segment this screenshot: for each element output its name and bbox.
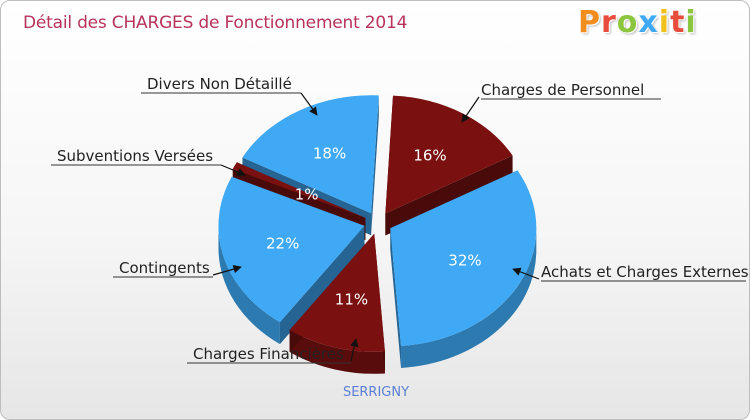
slice-category-label: Subventions Versées: [57, 147, 213, 165]
label-leader-arrow: [220, 164, 246, 176]
slice-category-label: Contingents: [119, 259, 210, 277]
logo-letter: r: [601, 5, 617, 40]
slice-category-label: Charges de Personnel: [481, 81, 644, 99]
pie-slice: [390, 170, 537, 368]
commune-name: SERRIGNY: [342, 385, 410, 400]
slice-top: [390, 170, 537, 346]
slice-percent-label: 18%: [313, 145, 346, 163]
slice-percent-label: 1%: [295, 185, 319, 203]
slice-top: [385, 95, 513, 214]
slice-side: [371, 95, 379, 236]
slice-top: [289, 233, 385, 352]
slice-side: [390, 228, 402, 368]
logo-letter: i: [685, 5, 697, 40]
slice-category-label: Divers Non Détaillé: [147, 75, 292, 93]
slice-top: [232, 162, 366, 219]
slice-percent-label: 22%: [266, 235, 299, 253]
pie-slice: [289, 233, 385, 374]
chart-title: Détail des CHARGES de Fonctionnement 201…: [23, 13, 408, 33]
logo-letter: i: [658, 5, 671, 40]
label-leader-arrow: [512, 267, 540, 280]
logo-letter: x: [638, 5, 659, 40]
logo-letter: P: [578, 5, 601, 40]
slice-category-label: Charges Financières: [193, 345, 344, 363]
slice-percent-label: 32%: [448, 252, 481, 270]
slice-top: [242, 95, 379, 214]
slice-wall: [401, 228, 537, 368]
label-leader-arrow: [461, 96, 480, 123]
slice-category-label: Achats et Charges Externes: [541, 263, 749, 281]
proxiti-logo: Proxiti: [578, 5, 697, 40]
slice-side: [279, 225, 365, 345]
pie-slice: [385, 95, 513, 236]
label-leader-arrow: [350, 338, 359, 362]
slice-side: [385, 155, 513, 236]
slice-wall: [218, 225, 280, 345]
logo-letter: o: [616, 5, 639, 40]
slice-top: [218, 176, 365, 323]
slice-percent-label: 16%: [413, 146, 446, 164]
label-leader-arrow: [300, 92, 318, 116]
pie-slice: [218, 176, 365, 345]
slice-percent-label: 11%: [335, 291, 368, 309]
logo-letter: t: [670, 5, 686, 40]
label-leader-arrow: [212, 265, 242, 276]
